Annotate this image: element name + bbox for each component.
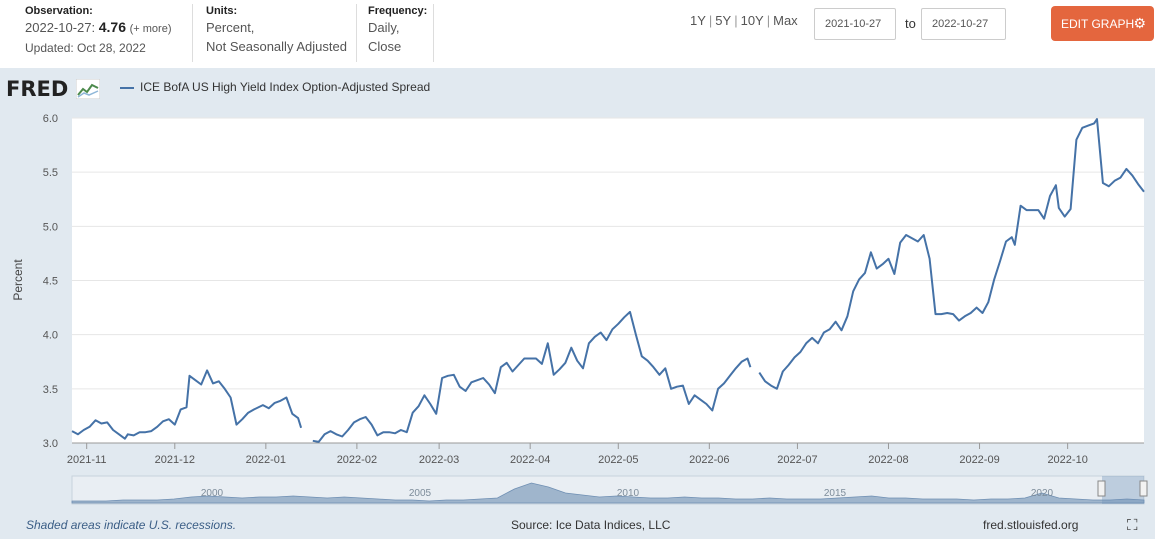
x-tick-label: 2022-09	[959, 454, 999, 466]
source-note: Source: Ice Data Indices, LLC	[511, 518, 671, 532]
fullscreen-icon[interactable]: ⛶	[1127, 517, 1138, 534]
x-tick-label: 2022-01	[246, 454, 286, 466]
gear-icon: ⚙	[1133, 15, 1146, 31]
y-tick-label: 4.5	[43, 276, 58, 288]
edit-graph-label: EDIT GRAPH	[1061, 16, 1135, 31]
x-tick-label: 2022-02	[337, 454, 377, 466]
legend-swatch	[120, 86, 134, 89]
graph-area: FRED ICE BofA US High Yield Index Option…	[0, 68, 1155, 539]
recession-note: Shaded areas indicate U.S. recessions.	[26, 518, 237, 532]
series-line	[312, 310, 752, 443]
frequency-label: Frequency:	[368, 5, 428, 17]
navigator-series	[71, 482, 1145, 504]
series-line	[758, 118, 1145, 390]
legend-label: ICE BofA US High Yield Index Option-Adju…	[140, 80, 431, 94]
range-10y-link[interactable]: 10Y	[740, 13, 764, 28]
fred-logo-text: FRED	[6, 77, 69, 101]
navigator-label-2020: 2020	[1031, 488, 1054, 499]
updated-date: Updated: Oct 28, 2022	[25, 41, 146, 55]
header-divider	[433, 4, 434, 62]
x-tick-label: 2021-11	[67, 454, 107, 466]
header-divider	[192, 4, 193, 62]
units-line1: Percent,	[206, 20, 255, 35]
fred-logo-icon	[75, 78, 101, 100]
range-separator: |	[766, 13, 771, 28]
observation-value: 4.76	[98, 19, 126, 35]
x-tick-label: 2022-03	[419, 454, 459, 466]
navigator-label-2015: 2015	[824, 488, 847, 499]
navigator-left-handle[interactable]	[1097, 480, 1106, 497]
site-link[interactable]: fred.stlouisfed.org	[983, 518, 1079, 532]
frequency-block: Frequency: Daily, Close	[368, 4, 427, 56]
frequency-line2: Close	[368, 39, 402, 54]
x-tick-label: 2022-07	[777, 454, 817, 466]
edit-graph-button[interactable]: EDIT GRAPH ⚙	[1051, 6, 1154, 41]
y-tick-label: 5.5	[43, 167, 58, 179]
navigator-label-2000: 2000	[201, 488, 224, 499]
y-tick-label: 6.0	[43, 113, 58, 125]
x-tick-label: 2022-04	[510, 454, 550, 466]
frequency-line1: Daily,	[368, 20, 400, 35]
x-tick-label: 2022-10	[1047, 454, 1087, 466]
y-tick-label: 3.5	[43, 384, 58, 396]
y-axis-label: Percent	[11, 259, 25, 301]
range-max-link[interactable]: Max	[773, 13, 798, 28]
range-5y-link[interactable]: 5Y	[715, 13, 732, 28]
line-chart: 3.0 3.5 4.0 4.5 5.0 5.5 6.0 2021-11 2021-12 2022…	[11, 113, 1148, 505]
y-tick-label: 4.0	[43, 330, 58, 342]
y-axis: 3.0 3.5 4.0 4.5 5.0 5.5 6.0	[43, 113, 58, 450]
range-separator: |	[734, 13, 738, 28]
x-tick-label: 2022-06	[689, 454, 729, 466]
x-tick-label: 2021-12	[155, 454, 195, 466]
header: Observation: 2022-10-27: 4.76 (+ more) U…	[0, 0, 1155, 68]
x-axis: 2021-11 2021-12 2022-01 2022-02 2022-03 2022-…	[67, 443, 1088, 466]
to-label: to	[905, 16, 916, 31]
range-separator: |	[708, 13, 713, 28]
date-from-input[interactable]	[814, 8, 896, 40]
series-group	[71, 118, 1145, 443]
date-to-input[interactable]	[921, 8, 1006, 40]
range-navigator[interactable]: 2000 2005 2010 2015 2020	[71, 475, 1148, 505]
observation-block: Observation: 2022-10-27: 4.76 (+ more) U…	[25, 4, 172, 58]
chart-legend: ICE BofA US High Yield Index Option-Adju…	[120, 80, 430, 94]
grid-lines	[72, 117, 1144, 444]
observation-date: 2022-10-27:	[25, 20, 96, 35]
x-tick-label: 2022-08	[868, 454, 908, 466]
units-line2: Not Seasonally Adjusted	[206, 39, 347, 54]
header-divider	[356, 4, 357, 62]
units-block: Units: Percent, Not Seasonally Adjusted	[206, 4, 347, 56]
series-line	[71, 369, 303, 440]
y-tick-label: 5.0	[43, 221, 58, 233]
range-1y-link[interactable]: 1Y	[690, 13, 706, 28]
y-tick-label: 3.0	[43, 438, 58, 450]
observation-label: Observation:	[25, 5, 93, 17]
navigator-label-2005: 2005	[409, 488, 432, 499]
range-selector: 1Y | 5Y | 10Y | Max	[690, 13, 798, 28]
navigator-selection[interactable]	[1102, 476, 1144, 504]
units-label: Units:	[206, 5, 238, 17]
navigator-label-2010: 2010	[617, 488, 640, 499]
navigator-right-handle[interactable]	[1139, 480, 1148, 497]
x-tick-label: 2022-05	[598, 454, 638, 466]
observation-more-link[interactable]: (+ more)	[129, 23, 172, 35]
